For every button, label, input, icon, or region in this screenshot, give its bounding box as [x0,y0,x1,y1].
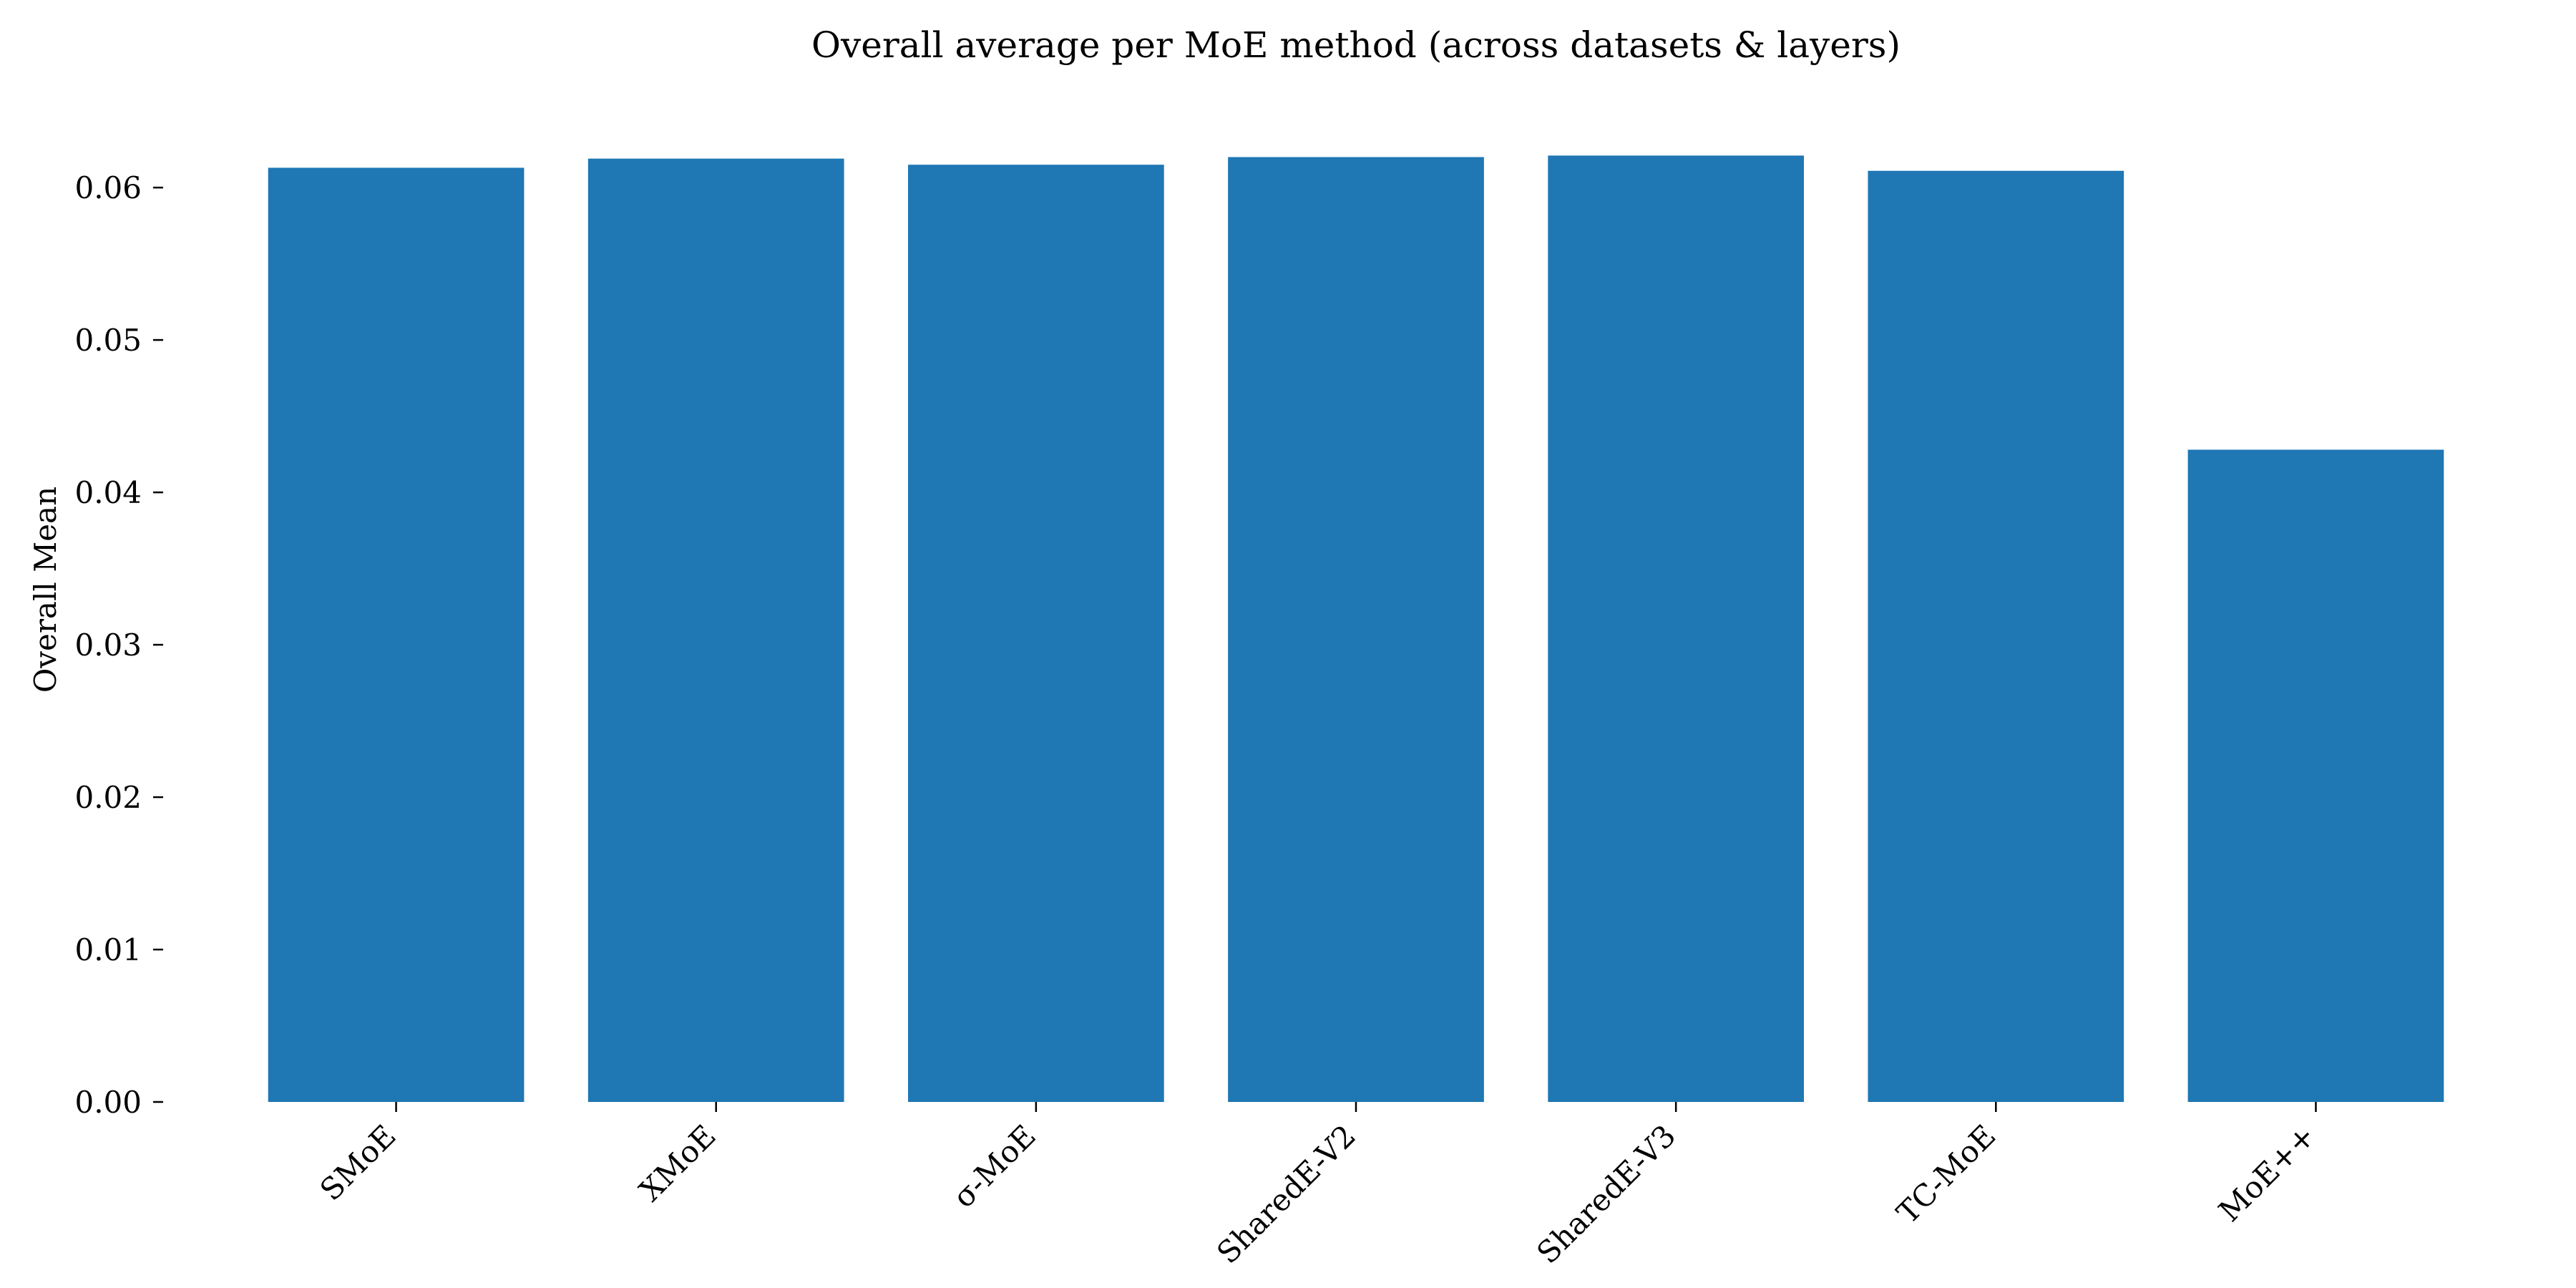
y-tick-label: 0.03 [74,628,142,663]
x-tick-label: SharedE-V3 [1530,1118,1682,1270]
x-tick-label: SharedE-V2 [1210,1118,1362,1270]
x-tick-label: XMoE [633,1118,723,1208]
y-tick-label: 0.02 [74,780,142,815]
bar-xmoe [587,158,844,1102]
bar-tc-moe [1868,170,2124,1102]
bars [268,155,2444,1103]
y-tick-label: 0.00 [74,1085,142,1120]
y-axis-label: Overall Mean [28,487,63,693]
bar-sharede-v3 [1548,155,1804,1102]
bar-moe [908,165,1164,1103]
y-axis: 0.00 0.01 0.02 0.03 0.04 0.05 0.06 [74,170,163,1120]
bar-smoe [268,167,525,1102]
bar-moe [2187,449,2444,1102]
y-tick-label: 0.06 [74,170,142,205]
x-tick-label: SMoE [313,1118,403,1207]
y-tick-label: 0.01 [74,932,142,967]
y-tick-label: 0.04 [74,475,142,510]
y-tick-label: 0.05 [74,323,142,358]
x-axis: SMoE XMoE σ-MoE SharedE-V2 SharedE-V3 TC-MoE M… [313,1102,2322,1270]
x-tick-label: TC-MoE [1890,1118,2002,1230]
bar-sharede-v2 [1228,157,1484,1102]
chart-title: Overall average per MoE method (across d… [811,24,1901,66]
x-tick-label: MoE++ [2212,1118,2322,1228]
x-tick-label: σ-MoE [946,1118,1043,1214]
